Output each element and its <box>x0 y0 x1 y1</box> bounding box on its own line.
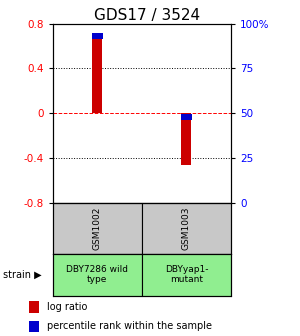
Bar <box>142 203 231 254</box>
Text: GDS17 / 3524: GDS17 / 3524 <box>94 8 200 24</box>
Bar <box>29 301 39 313</box>
Text: log ratio: log ratio <box>47 302 88 312</box>
Text: percentile rank within the sample: percentile rank within the sample <box>47 321 212 331</box>
Text: GSM1003: GSM1003 <box>182 207 191 250</box>
Bar <box>52 254 142 296</box>
Bar <box>142 254 231 296</box>
Bar <box>92 33 103 39</box>
Text: GSM1002: GSM1002 <box>93 207 102 250</box>
Text: DBYyap1-
mutant: DBYyap1- mutant <box>165 265 208 284</box>
Bar <box>181 114 192 120</box>
Bar <box>182 114 191 165</box>
Text: DBY7286 wild
type: DBY7286 wild type <box>66 265 128 284</box>
Text: strain ▶: strain ▶ <box>3 269 42 280</box>
Bar <box>92 33 102 114</box>
Bar <box>52 203 142 254</box>
Bar <box>29 321 39 332</box>
